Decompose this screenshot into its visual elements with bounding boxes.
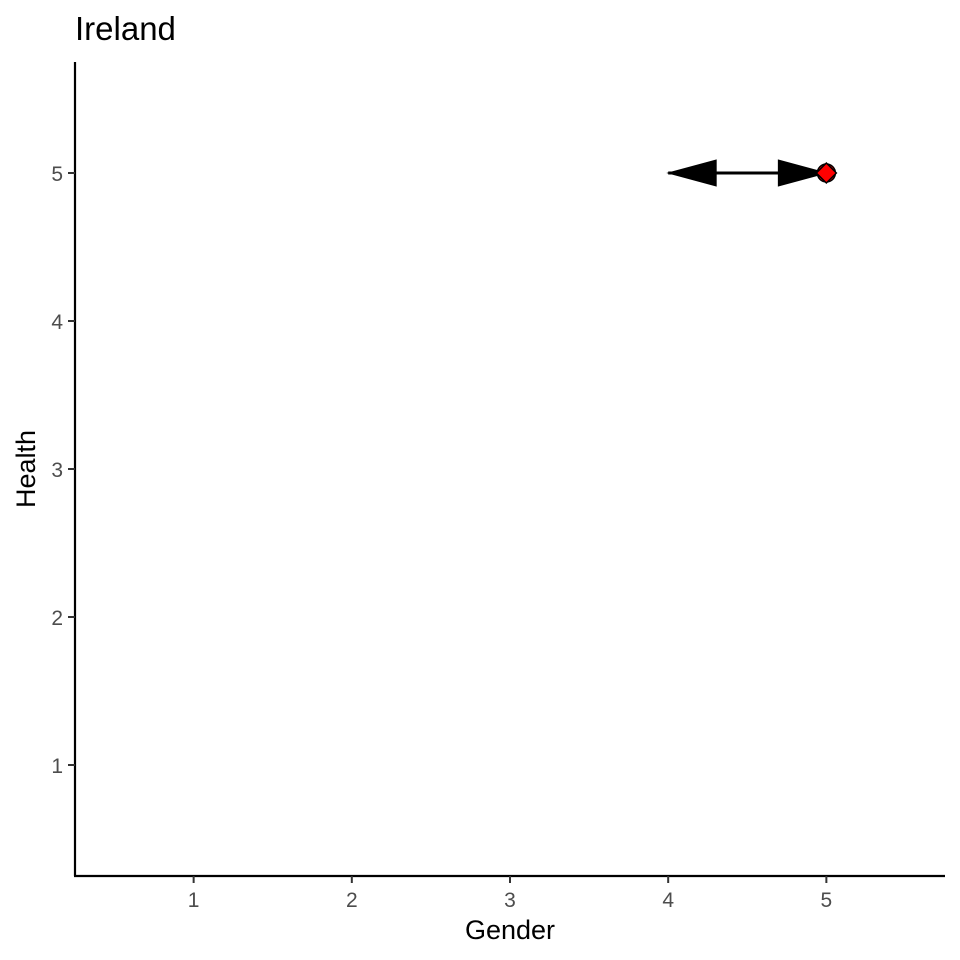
x-tick-label: 1: [188, 889, 200, 912]
y-tick-label: 1: [51, 755, 63, 778]
y-tick-label: 3: [51, 459, 63, 482]
data-point: [815, 161, 838, 185]
y-tick-label: 4: [51, 311, 63, 334]
arrow: [666, 159, 829, 187]
x-axis-title: Gender: [465, 915, 555, 945]
x-tick-label: 5: [821, 889, 833, 912]
y-tick-label: 2: [51, 607, 63, 630]
y-ticks: 1 2 3 4 5: [51, 163, 75, 778]
x-tick-label: 3: [504, 889, 516, 912]
x-tick-label: 2: [346, 889, 358, 912]
arrow-head: [666, 159, 717, 187]
point-diamond: [815, 161, 838, 185]
x-ticks: 1 2 3 4 5: [188, 876, 832, 912]
arrow-head: [777, 159, 829, 187]
data-layer: [666, 159, 838, 187]
chart-title: Ireland: [75, 10, 176, 47]
y-axis-title: Health: [11, 430, 41, 508]
x-tick-label: 4: [662, 889, 674, 912]
y-tick-label: 5: [51, 163, 63, 186]
